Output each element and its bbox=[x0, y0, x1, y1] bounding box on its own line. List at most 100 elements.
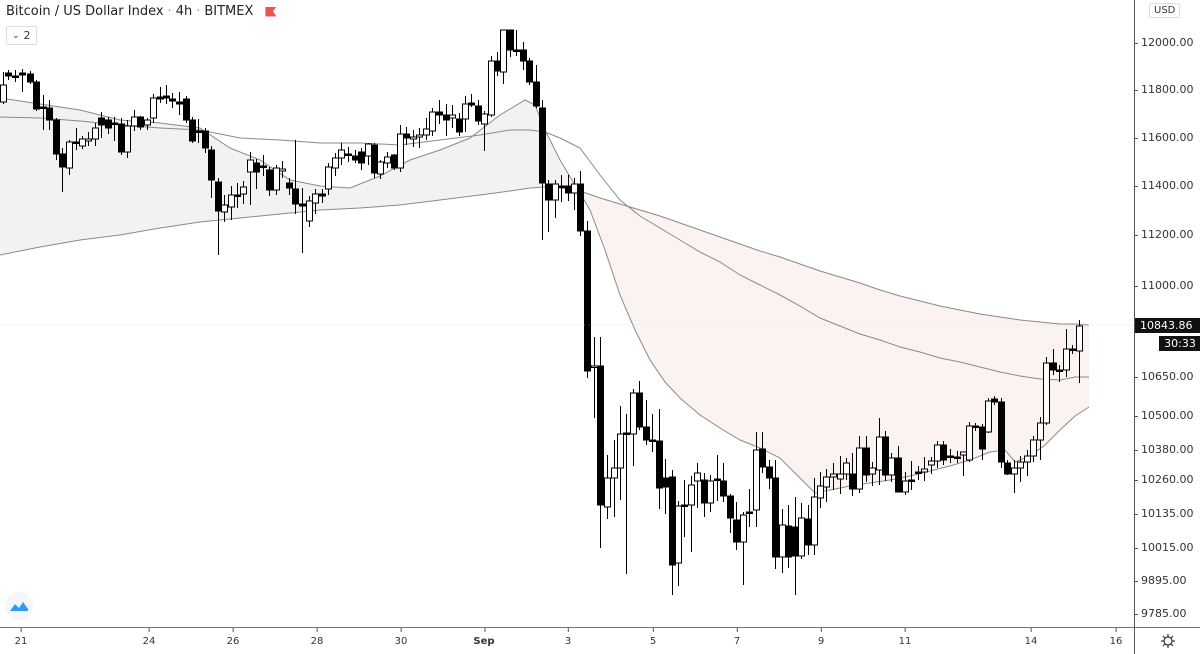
candle-down bbox=[785, 525, 792, 558]
candle-up bbox=[675, 505, 682, 564]
symbol-name: Bitcoin / US Dollar Index bbox=[6, 4, 164, 19]
candle-down bbox=[545, 183, 552, 201]
candle-up bbox=[423, 128, 430, 136]
price-tick: 10650.00 bbox=[1134, 370, 1194, 383]
price-tick-label: 11000.00 bbox=[1141, 279, 1194, 292]
candle-up bbox=[876, 436, 883, 471]
candle-up bbox=[365, 143, 372, 157]
candle-down bbox=[597, 365, 604, 506]
candle-down bbox=[681, 504, 688, 507]
price-tick-label: 11800.00 bbox=[1141, 83, 1194, 96]
time-tick-label: Sep bbox=[473, 628, 495, 647]
candle-up bbox=[888, 457, 895, 476]
price-tick-label: 9895.00 bbox=[1141, 574, 1187, 587]
candle-down bbox=[1069, 348, 1076, 351]
chevron-down-icon: ⌄ bbox=[12, 30, 20, 41]
candle-up bbox=[934, 444, 941, 462]
candle-up bbox=[0, 84, 7, 103]
candle-up bbox=[869, 467, 876, 475]
price-tick-label: 11400.00 bbox=[1141, 179, 1194, 192]
candle-down bbox=[513, 49, 520, 52]
price-axis[interactable]: USD 12000.00 11800.00 11600.00 11400.00 1120… bbox=[1134, 0, 1200, 627]
chart-plot-area[interactable]: Bitcoin / US Dollar Index · 4h · BITMEX … bbox=[0, 0, 1134, 627]
candle-up bbox=[552, 183, 559, 201]
price-tick: 10500.00 bbox=[1134, 409, 1194, 422]
candle-up bbox=[429, 111, 436, 132]
chart-legend-title[interactable]: Bitcoin / US Dollar Index · 4h · BITMEX bbox=[6, 4, 277, 19]
gear-icon bbox=[1161, 634, 1175, 648]
candle-up bbox=[306, 200, 313, 222]
time-tick-label: 11 bbox=[898, 628, 912, 647]
price-tick-label: 10260.00 bbox=[1141, 473, 1194, 486]
candle-down bbox=[539, 107, 546, 184]
candle-down bbox=[1050, 362, 1057, 371]
price-tick: 10260.00 bbox=[1134, 473, 1194, 486]
candle-up bbox=[500, 29, 507, 73]
candle-down bbox=[137, 116, 144, 128]
tradingview-logo[interactable] bbox=[5, 592, 33, 620]
candle-up bbox=[1024, 455, 1031, 463]
indicators-collapse-button[interactable]: ⌄ 2 bbox=[6, 26, 37, 45]
candle-down bbox=[746, 511, 753, 514]
time-tick-label: 30 bbox=[394, 628, 408, 647]
candle-up bbox=[449, 114, 456, 119]
candle-down bbox=[584, 230, 591, 372]
candle-down bbox=[59, 153, 66, 168]
candle-down bbox=[46, 107, 53, 121]
candle-up bbox=[1063, 348, 1070, 371]
price-tick: 9895.00 bbox=[1134, 574, 1187, 587]
candle-down bbox=[636, 392, 643, 428]
candle-down bbox=[947, 455, 954, 458]
candle-down bbox=[577, 183, 584, 232]
candle-down bbox=[371, 144, 378, 174]
candle-down bbox=[669, 476, 676, 566]
candle-down bbox=[526, 60, 533, 83]
time-axis[interactable]: 21 24 26 28 30 Sep 3 5 7 9 11 14 16 bbox=[0, 627, 1134, 654]
candle-down bbox=[954, 456, 961, 459]
candle-down bbox=[53, 119, 60, 155]
price-tick: 10015.00 bbox=[1134, 541, 1194, 554]
candle-down bbox=[643, 426, 650, 441]
candle-down bbox=[358, 151, 365, 164]
candle-down bbox=[319, 193, 326, 197]
candle-up bbox=[416, 134, 423, 138]
candle-down bbox=[895, 457, 902, 493]
candle-up bbox=[630, 392, 637, 435]
price-tick-label: 12000.00 bbox=[1141, 36, 1194, 49]
candle-up bbox=[221, 204, 228, 213]
candle-down bbox=[979, 426, 986, 450]
currency-button[interactable]: USD bbox=[1149, 3, 1181, 18]
candle-up bbox=[131, 116, 138, 127]
candle-up bbox=[830, 473, 837, 478]
candle-down bbox=[662, 477, 669, 488]
candle-down bbox=[208, 149, 215, 181]
candle-down bbox=[345, 153, 352, 156]
title-separator: · bbox=[196, 4, 201, 19]
exchange-label: BITMEX bbox=[204, 4, 254, 19]
chart-settings-button[interactable] bbox=[1134, 627, 1200, 654]
price-tick: 11000.00 bbox=[1134, 279, 1194, 292]
price-tick: 9785.00 bbox=[1134, 607, 1187, 620]
candle-down bbox=[991, 398, 998, 403]
candle-up bbox=[1017, 461, 1024, 469]
title-separator: · bbox=[167, 4, 172, 19]
price-tick-label: 10650.00 bbox=[1141, 370, 1194, 383]
flag-icon[interactable] bbox=[265, 6, 277, 17]
candle-up bbox=[384, 156, 391, 164]
candle-up bbox=[843, 462, 850, 475]
time-tick-label: 28 bbox=[310, 628, 324, 647]
candle-up bbox=[228, 194, 235, 208]
price-tick: 11800.00 bbox=[1134, 83, 1194, 96]
candle-down bbox=[253, 162, 260, 173]
candle-up bbox=[85, 138, 92, 142]
candle-up bbox=[591, 365, 598, 368]
candle-up bbox=[856, 447, 863, 490]
candle-down bbox=[733, 519, 740, 543]
price-tick: 11400.00 bbox=[1134, 179, 1194, 192]
price-tick-label: 11600.00 bbox=[1141, 131, 1194, 144]
price-tick-label: 10135.00 bbox=[1141, 507, 1194, 520]
candle-down bbox=[792, 526, 799, 557]
price-tick: 11600.00 bbox=[1134, 131, 1194, 144]
time-tick-label: 5 bbox=[649, 628, 657, 647]
candlestick-chart bbox=[0, 29, 1134, 595]
